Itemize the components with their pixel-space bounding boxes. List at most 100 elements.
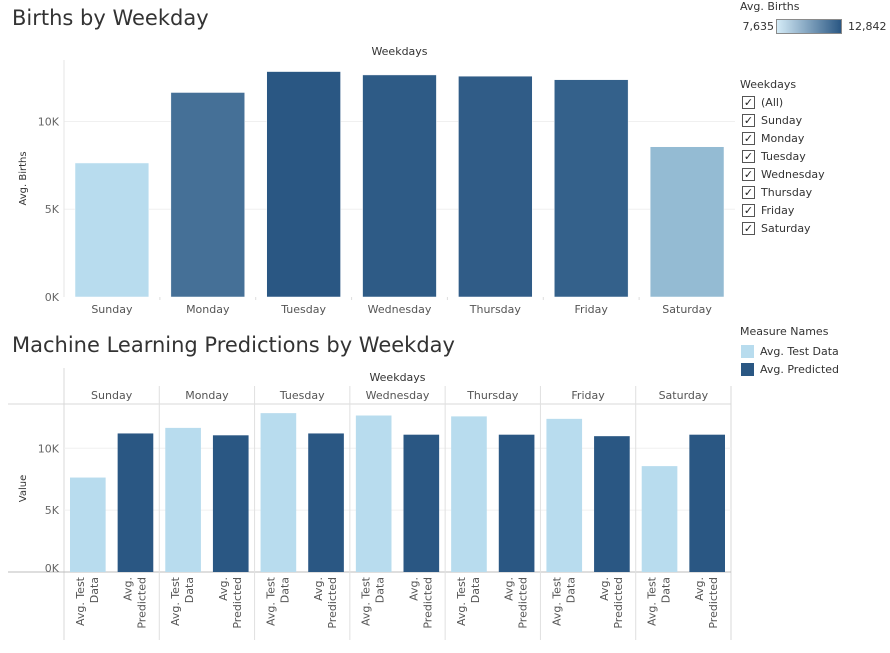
category-header: Friday xyxy=(571,389,605,402)
checkbox-icon[interactable]: ✓ xyxy=(742,113,755,127)
bar xyxy=(498,434,535,572)
sub-category-label: Data xyxy=(278,577,291,603)
sub-category-label: Predicted xyxy=(707,577,720,629)
category-header: Thursday xyxy=(466,389,519,402)
sub-category-label: Avg. xyxy=(693,577,706,601)
bar xyxy=(689,434,725,572)
sub-category-label: Avg. Test xyxy=(550,576,563,626)
bar xyxy=(266,71,341,298)
filter-item-label: (All) xyxy=(761,95,784,109)
bar xyxy=(170,92,245,298)
checkbox-icon[interactable]: ✓ xyxy=(742,131,755,145)
sub-category-label: Data xyxy=(469,577,482,603)
ml-chart-title: Machine Learning Predictions by Weekday xyxy=(12,333,455,357)
y-tick-label: 10K xyxy=(38,115,60,128)
checkbox-icon[interactable]: ✓ xyxy=(742,203,755,217)
sub-category-label: Predicted xyxy=(231,577,244,629)
checkbox-icon[interactable]: ✓ xyxy=(742,95,755,109)
measure-legend-title: Measure Names xyxy=(740,325,829,338)
y-tick-label: 0K xyxy=(45,562,60,575)
bar xyxy=(362,74,437,298)
x-tick-label: Sunday xyxy=(91,303,133,316)
filter-item-label: Sunday xyxy=(761,113,803,127)
sub-category-label: Predicted xyxy=(421,577,434,629)
y-tick-label: 10K xyxy=(38,442,60,455)
sub-category-label: Predicted xyxy=(135,577,148,629)
measure-legend-list: Avg. Test Data Avg. Predicted xyxy=(741,342,839,378)
checkbox-icon[interactable]: ✓ xyxy=(742,167,755,181)
bar xyxy=(308,433,344,572)
checkbox-icon[interactable]: ✓ xyxy=(742,221,755,235)
filter-item-label: Saturday xyxy=(761,221,811,235)
bar xyxy=(594,436,630,572)
filter-item-label: Tuesday xyxy=(761,149,806,163)
bar xyxy=(641,466,678,572)
bar xyxy=(355,415,392,572)
filter-item-wednesday[interactable]: ✓ Wednesday xyxy=(742,165,825,183)
sub-category-label: Predicted xyxy=(517,577,530,629)
sub-category-label: Predicted xyxy=(326,577,339,629)
color-legend-max: 12,842 xyxy=(848,20,887,33)
checkbox-icon[interactable]: ✓ xyxy=(742,185,755,199)
bar xyxy=(212,435,249,572)
filter-item-sunday[interactable]: ✓ Sunday xyxy=(742,111,825,129)
x-tick-label: Thursday xyxy=(469,303,522,316)
bar xyxy=(451,416,487,572)
x-tick-label: Friday xyxy=(575,303,609,316)
category-header: Saturday xyxy=(659,389,709,402)
bar xyxy=(458,75,533,298)
bar xyxy=(70,477,106,572)
sub-category-label: Avg. xyxy=(121,577,134,601)
y-tick-label: 5K xyxy=(45,504,60,517)
x-tick-label: Wednesday xyxy=(368,303,432,316)
sub-category-label: Data xyxy=(374,577,387,603)
color-legend-gradient[interactable] xyxy=(776,19,842,34)
sub-category-label: Avg. Test xyxy=(360,576,373,626)
sub-category-label: Avg. Test xyxy=(264,576,277,626)
filter-item-all[interactable]: ✓ (All) xyxy=(742,93,825,111)
sub-category-label: Avg. Test xyxy=(169,576,182,626)
y-axis-title: Avg. Births xyxy=(18,151,29,205)
x-axis-title: Weekdays xyxy=(369,371,425,384)
sub-category-label: Avg. xyxy=(503,577,516,601)
measure-legend-label: Avg. Predicted xyxy=(760,362,840,376)
sub-category-label: Data xyxy=(564,577,577,603)
bar xyxy=(260,413,297,572)
filter-item-monday[interactable]: ✓ Monday xyxy=(742,129,825,147)
sub-category-label: Data xyxy=(660,577,673,603)
sub-category-label: Avg. xyxy=(312,577,325,601)
legend-swatch xyxy=(741,362,754,376)
y-tick-label: 0K xyxy=(45,291,60,304)
filter-item-thursday[interactable]: ✓ Thursday xyxy=(742,183,825,201)
x-tick-label: Tuesday xyxy=(280,303,326,316)
sub-category-label: Avg. xyxy=(407,577,420,601)
filter-item-label: Friday xyxy=(761,203,795,217)
sub-category-label: Avg. xyxy=(217,577,230,601)
color-legend-title: Avg. Births xyxy=(740,0,800,13)
category-header: Tuesday xyxy=(279,389,325,402)
sub-category-label: Data xyxy=(183,577,196,603)
bar xyxy=(117,433,154,572)
filter-item-saturday[interactable]: ✓ Saturday xyxy=(742,219,825,237)
weekday-filter-title: Weekdays xyxy=(740,78,797,91)
bar xyxy=(403,434,440,572)
sub-category-label: Avg. Test xyxy=(74,576,87,626)
births-chart-title: Births by Weekday xyxy=(12,6,209,30)
measure-legend-item-test[interactable]: Avg. Test Data xyxy=(741,342,839,360)
filter-item-label: Monday xyxy=(761,131,805,145)
category-header: Sunday xyxy=(91,389,133,402)
category-header: Monday xyxy=(185,389,229,402)
filter-item-friday[interactable]: ✓ Friday xyxy=(742,201,825,219)
weekday-filter-list: ✓ (All) ✓ Sunday ✓ Monday ✓ Tuesday ✓ Wednesd… xyxy=(742,93,825,237)
bar xyxy=(649,146,725,298)
x-axis-title: Weekdays xyxy=(371,45,427,58)
checkbox-icon[interactable]: ✓ xyxy=(742,149,755,163)
bar xyxy=(546,418,583,572)
sub-category-label: Predicted xyxy=(612,577,625,629)
bar xyxy=(165,427,201,572)
color-legend-min: 7,635 xyxy=(742,20,775,33)
bar xyxy=(554,79,629,298)
filter-item-tuesday[interactable]: ✓ Tuesday xyxy=(742,147,825,165)
filter-item-label: Wednesday xyxy=(761,167,825,181)
measure-legend-item-predicted[interactable]: Avg. Predicted xyxy=(741,360,839,378)
